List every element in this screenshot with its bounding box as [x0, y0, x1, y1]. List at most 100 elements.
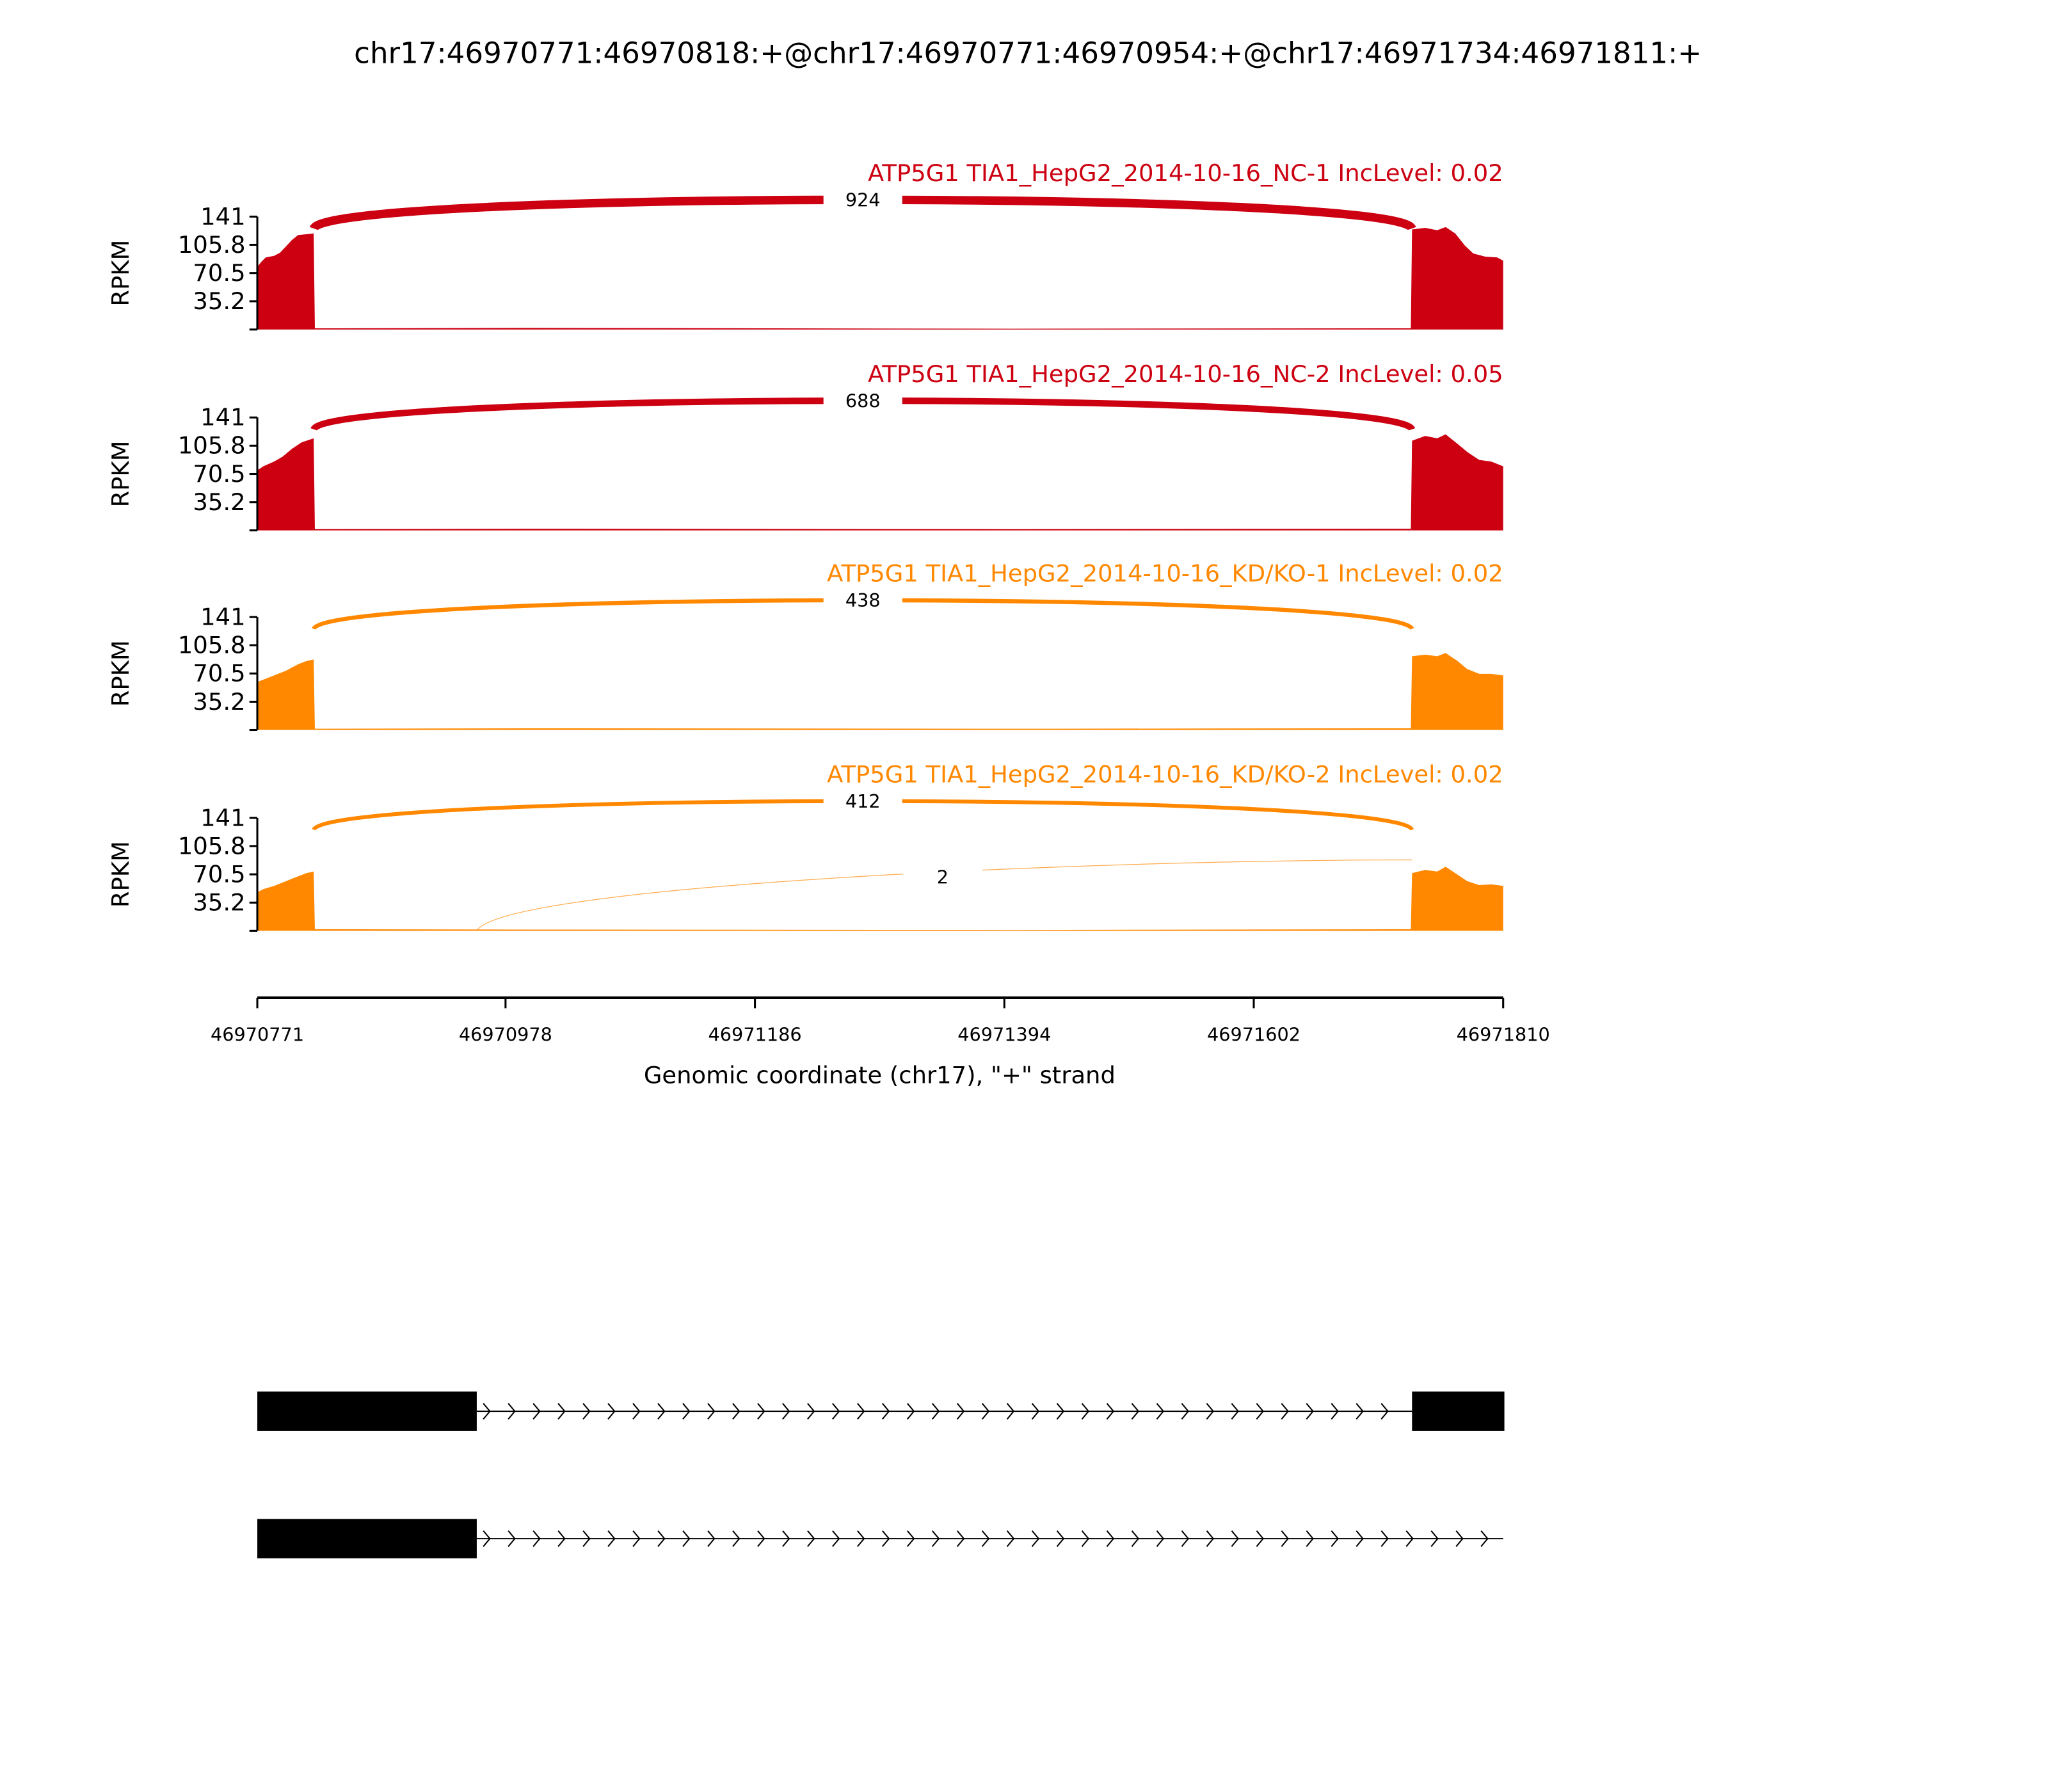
- gene-models: [257, 1391, 1505, 1558]
- y-tick-label: 141: [200, 804, 245, 831]
- strand-arrow-icon: [906, 1403, 915, 1420]
- strand-arrow-icon: [1081, 1530, 1090, 1548]
- y-tick-label: 141: [200, 404, 245, 431]
- strand-arrow-icon: [582, 1530, 591, 1548]
- y-tick-label: 35.2: [193, 688, 245, 716]
- strand-arrow-icon: [1430, 1530, 1439, 1548]
- junction-count-label: 2: [937, 867, 948, 888]
- strand-arrow-icon: [657, 1530, 666, 1548]
- strand-arrow-icon: [732, 1403, 740, 1420]
- chart-title: chr17:46970771:46970818:+@chr17:46970771…: [354, 36, 1702, 70]
- strand-arrow-icon: [1480, 1530, 1489, 1548]
- strand-arrow-icon: [1131, 1403, 1140, 1420]
- strand-arrow-icon: [1380, 1530, 1389, 1548]
- y-tick-label: 70.5: [193, 259, 245, 287]
- panel-label: ATP5G1 TIA1_HepG2_2014-10-16_NC-2 IncLev…: [868, 360, 1503, 388]
- junction-label-box: [823, 588, 902, 612]
- strand-arrow-icon: [807, 1403, 815, 1420]
- y-tick-label: 70.5: [193, 860, 245, 888]
- strand-arrow-icon: [857, 1530, 865, 1548]
- strand-arrow-icon: [1031, 1530, 1040, 1548]
- strand-arrow-icon: [1356, 1530, 1364, 1548]
- strand-arrow-icon: [557, 1403, 566, 1420]
- strand-arrow-icon: [1156, 1530, 1165, 1548]
- junction-label-box: [823, 188, 902, 212]
- strand-arrow-icon: [906, 1530, 915, 1548]
- strand-arrow-icon: [657, 1403, 666, 1420]
- x-axis-label: Genomic coordinate (chr17), "+" strand: [644, 1061, 1116, 1089]
- strand-arrow-icon: [981, 1403, 990, 1420]
- strand-arrow-icon: [857, 1403, 865, 1420]
- strand-arrow-icon: [832, 1403, 840, 1420]
- strand-arrow-icon: [931, 1530, 940, 1548]
- y-axis-label: RPKM: [107, 441, 134, 508]
- x-axis: 46970771 46970978 46971186 46971394 46971602…: [211, 996, 1550, 1046]
- exon-block: [1412, 1391, 1505, 1431]
- strand-arrow-icon: [1380, 1403, 1389, 1420]
- x-tick-label: 46971602: [1207, 1024, 1300, 1046]
- strand-arrow-icon: [1306, 1403, 1314, 1420]
- strand-arrow-icon: [956, 1530, 965, 1548]
- strand-arrow-icon: [508, 1530, 516, 1548]
- y-tick-label: 70.5: [193, 460, 245, 488]
- strand-arrow-icon: [532, 1530, 541, 1548]
- strand-arrow-icon: [682, 1403, 691, 1420]
- strand-arrow-icon: [582, 1403, 591, 1420]
- strand-arrow-icon: [881, 1530, 890, 1548]
- exon-block: [257, 1519, 477, 1558]
- y-axis-label: RPKM: [107, 240, 134, 307]
- strand-arrow-icon: [931, 1403, 940, 1420]
- y-tick-label: 141: [200, 603, 245, 630]
- strand-arrow-icon: [881, 1403, 890, 1420]
- strand-arrow-icon: [1206, 1403, 1215, 1420]
- strand-arrow-icon: [1006, 1403, 1015, 1420]
- y-tick-label: 35.2: [193, 889, 245, 916]
- panel-label: ATP5G1 TIA1_HepG2_2014-10-16_KD/KO-1 Inc…: [827, 560, 1503, 588]
- x-tick-label: 46970771: [211, 1024, 304, 1046]
- strand-arrow-icon: [1031, 1403, 1040, 1420]
- junction-label-box: [823, 789, 902, 813]
- strand-arrow-icon: [1331, 1403, 1339, 1420]
- strand-arrow-icon: [1281, 1530, 1289, 1548]
- gene-model-1: [257, 1391, 1505, 1431]
- strand-arrow-icon: [1455, 1530, 1464, 1548]
- strand-arrow-icon: [1181, 1530, 1190, 1548]
- coverage-area: [257, 867, 1503, 931]
- x-tick-label: 46971810: [1457, 1024, 1550, 1046]
- strand-arrow-icon: [1056, 1530, 1065, 1548]
- strand-arrow-icon: [707, 1530, 716, 1548]
- coverage-area: [257, 227, 1503, 330]
- strand-arrow-icon: [532, 1403, 541, 1420]
- junction-label-box: [823, 388, 902, 413]
- strand-arrow-icon: [1231, 1530, 1239, 1548]
- strand-arrow-icon: [707, 1403, 716, 1420]
- strand-arrow-icon: [1106, 1403, 1115, 1420]
- y-tick-label: 70.5: [193, 660, 245, 687]
- coverage-area: [257, 653, 1503, 730]
- strand-arrow-icon: [557, 1530, 566, 1548]
- strand-arrow-icon: [1131, 1530, 1140, 1548]
- strand-arrow-icon: [757, 1403, 765, 1420]
- strand-arrow-icon: [682, 1530, 691, 1548]
- strand-arrow-icon: [732, 1530, 740, 1548]
- strand-arrow-icon: [483, 1530, 491, 1548]
- strand-arrow-icon: [483, 1403, 491, 1420]
- strand-arrow-icon: [632, 1530, 641, 1548]
- exon-block: [257, 1391, 477, 1431]
- x-tick-label: 46971394: [957, 1024, 1051, 1046]
- strand-arrow-icon: [1231, 1403, 1239, 1420]
- y-tick-label: 105.8: [178, 231, 246, 259]
- junction-count-label: 438: [845, 589, 881, 611]
- strand-arrow-icon: [1206, 1530, 1215, 1548]
- strand-arrow-icon: [1081, 1403, 1090, 1420]
- y-tick-label: 35.2: [193, 287, 245, 315]
- strand-arrow-icon: [981, 1530, 990, 1548]
- y-axis-label: RPKM: [107, 841, 134, 908]
- strand-arrow-icon: [1356, 1403, 1364, 1420]
- junction-arc: [476, 859, 1412, 931]
- y-tick-label: 35.2: [193, 488, 245, 516]
